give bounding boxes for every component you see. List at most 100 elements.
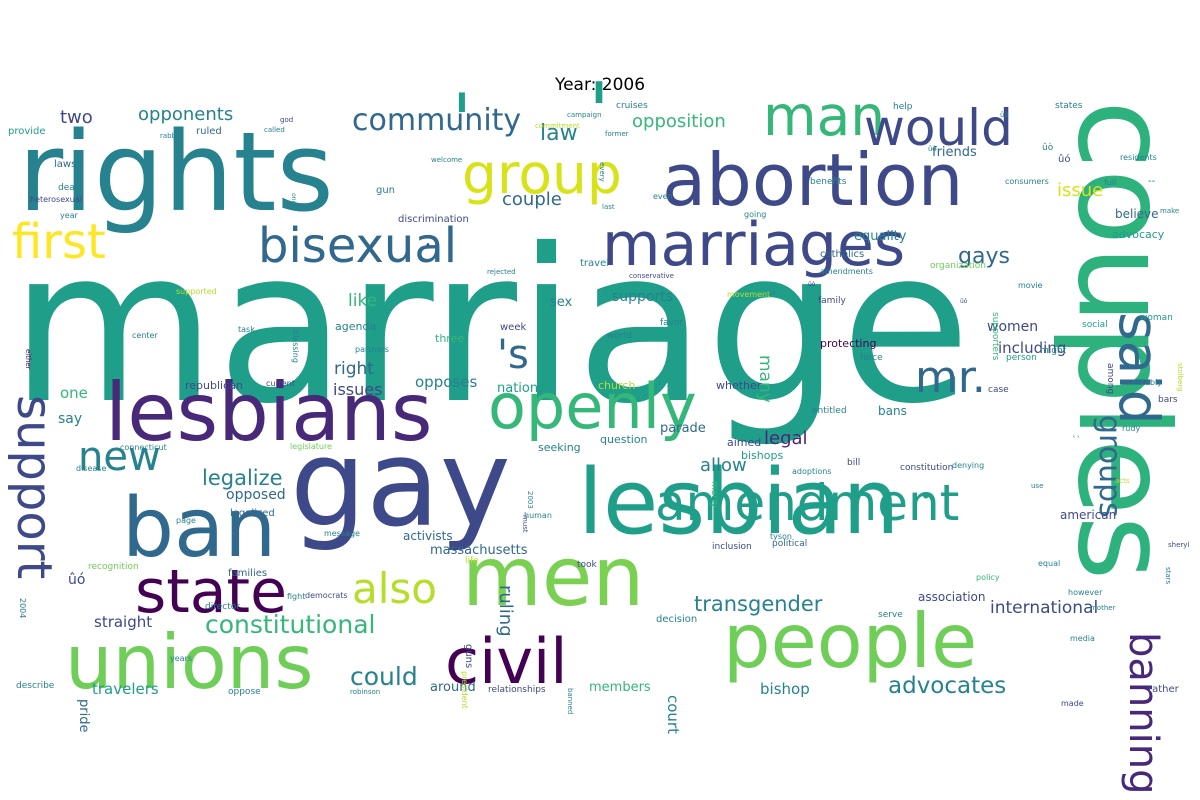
cloud-word: state: [135, 557, 287, 627]
cloud-word: rather: [1148, 684, 1180, 695]
cloud-word: bill: [847, 458, 860, 468]
cloud-word: national: [497, 381, 550, 396]
cloud-word: robinson: [350, 688, 380, 696]
cloud-word: would: [864, 99, 1013, 157]
cloud-word: lesbian: [578, 450, 900, 555]
cloud-word: travel: [580, 258, 609, 269]
cloud-word: adoptions: [792, 467, 831, 476]
cloud-word: former: [605, 130, 629, 138]
cloud-word: 2004: [18, 598, 27, 618]
cloud-word: american: [1060, 508, 1116, 522]
cloud-word: organization: [930, 261, 986, 271]
cloud-word: ûò: [808, 281, 816, 288]
cloud-word: bars: [1158, 395, 1178, 405]
cloud-word: acts: [1115, 477, 1130, 485]
cloud-word: bisexual: [258, 218, 457, 274]
chart-title: Year: 2006: [554, 75, 646, 95]
cloud-word: court: [664, 695, 682, 734]
cloud-word: residents: [1120, 153, 1157, 162]
cloud-word: mother: [1090, 604, 1116, 612]
cloud-word: legalize: [202, 466, 283, 490]
cloud-word: took: [577, 560, 598, 570]
cloud-word: opposed: [226, 487, 286, 503]
cloud-word: banning: [1120, 632, 1166, 794]
cloud-word: group: [462, 142, 622, 206]
cloud-word: international: [990, 598, 1098, 618]
cloud-word: issue: [1057, 180, 1103, 201]
cloud-word: question: [600, 433, 648, 446]
cloud-word: every: [598, 162, 606, 182]
cloud-word: banned: [566, 688, 574, 714]
cloud-word: ``: [1072, 435, 1081, 446]
cloud-word: church: [598, 379, 635, 392]
cloud-word: either: [24, 349, 32, 370]
cloud-word: provide: [8, 126, 46, 137]
cloud-word: partners: [355, 345, 389, 354]
cloud-word: marriage: [10, 203, 971, 450]
cloud-word: first: [12, 214, 106, 270]
cloud-word: must: [521, 515, 529, 533]
cloud-word: benefits: [810, 177, 847, 187]
cloud-word: life: [465, 556, 479, 566]
cloud-word: equality: [854, 229, 907, 244]
cloud-word: years: [170, 654, 192, 663]
cloud-word: even: [653, 192, 673, 201]
cloud-word: supporters: [990, 312, 1000, 361]
cloud-word: new: [78, 434, 161, 480]
cloud-word: ruling: [495, 585, 516, 637]
cloud-word: advocates: [888, 673, 1006, 699]
cloud-word: woman: [1140, 313, 1173, 323]
cloud-word: aimed: [727, 436, 761, 449]
cloud-word: use: [1031, 482, 1043, 490]
cloud-word: legislature: [290, 442, 332, 451]
cloud-word: heterosexual: [30, 195, 82, 204]
cloud-word: connecticut: [120, 443, 167, 452]
cloud-word: oppose: [228, 687, 261, 697]
cloud-word: campaign: [567, 111, 602, 119]
cloud-word: bishops: [741, 449, 783, 462]
cloud-word: equal: [1038, 559, 1060, 568]
cloud-word: •: [920, 484, 932, 508]
cloud-word: ûò: [1000, 111, 1009, 119]
cloud-word: three: [435, 332, 464, 345]
cloud-word: page: [176, 516, 196, 525]
cloud-word: denying: [952, 461, 984, 470]
cloud-word: current: [266, 379, 295, 388]
cloud-word: message: [324, 529, 360, 538]
cloud-word: describe: [16, 681, 55, 691]
cloud-word: sheryl: [1168, 541, 1189, 549]
cloud-word: around: [430, 680, 476, 695]
cloud-word: last: [602, 203, 615, 211]
cloud-word: media: [1070, 634, 1095, 643]
cloud-word: rudy: [1122, 424, 1140, 433]
cloud-word: men: [462, 530, 644, 625]
cloud-word: also: [352, 564, 437, 613]
cloud-word: pride: [76, 699, 91, 732]
cloud-word: amendments: [820, 267, 873, 276]
cloud-word: issues: [333, 380, 382, 399]
cloud-word: center: [132, 331, 158, 340]
cloud-word: unions: [65, 618, 313, 706]
cloud-word: god: [280, 116, 293, 124]
cloud-word: amendment: [655, 474, 959, 532]
cloud-word: cruises: [616, 101, 648, 111]
cloud-word: •: [425, 240, 431, 251]
cloud-word: straight: [94, 613, 152, 631]
cloud-word: association: [918, 590, 985, 604]
cloud-word: one: [60, 384, 88, 402]
cloud-word: commitment: [535, 122, 580, 130]
cloud-word: could: [350, 662, 418, 691]
cloud-word: conservative: [629, 272, 674, 280]
cloud-word: marry: [709, 481, 719, 509]
cloud-word: among: [1105, 363, 1115, 394]
cloud-word: policy: [976, 573, 1000, 582]
cloud-word: ûó: [68, 572, 85, 588]
cloud-word: favor: [660, 318, 684, 328]
cloud-word: friends: [932, 145, 977, 160]
cloud-word: decision: [656, 614, 697, 625]
cloud-word: activists: [403, 529, 453, 543]
cloud-word: made: [1061, 699, 1084, 708]
cloud-word: ûó: [1058, 153, 1070, 165]
cloud-word: say: [58, 411, 82, 427]
